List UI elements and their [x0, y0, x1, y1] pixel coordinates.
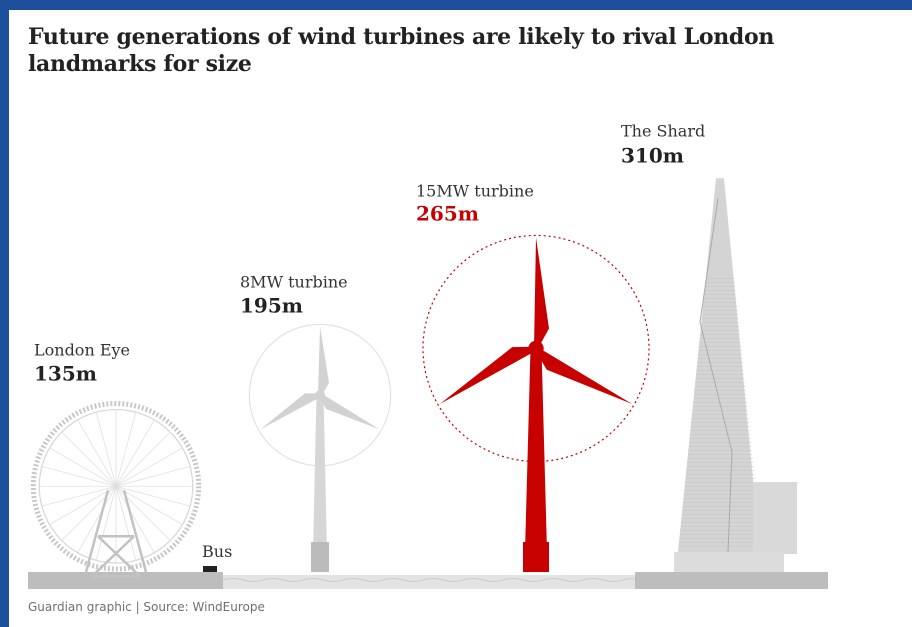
label-bus: Bus: [202, 542, 232, 561]
label-london-eye: London Eye: [34, 341, 130, 360]
height-comparison-chart: London Eye 135m 8MW turbine 195m 15MW tu…: [28, 121, 828, 589]
bus-marker: [203, 566, 217, 572]
shard-shape: [674, 178, 797, 572]
shard-floor-lines: [678, 277, 762, 547]
london-eye-legs: [84, 489, 148, 578]
london-eye-brace: [97, 535, 141, 578]
ground: [28, 572, 828, 589]
t8-blade: [318, 326, 329, 396]
london-eye-spoke: [61, 431, 117, 487]
turbine-15mw-tower: [525, 348, 547, 552]
label-the-shard: The Shard: [621, 121, 705, 140]
turbine-8mw-blades: [260, 326, 380, 430]
london-eye-spoke: [95, 486, 117, 561]
value-london-eye: 135m: [34, 362, 97, 386]
london-eye-rim: [30, 401, 202, 572]
water-ripples: [222, 578, 636, 582]
chart-title: Future generations of wind turbines are …: [28, 24, 775, 77]
t15-hub: [528, 340, 544, 357]
turbine-8mw-shape: [248, 323, 392, 572]
london-eye-leg: [84, 489, 110, 573]
shard-annex: [753, 482, 797, 554]
london-eye-spoke: [115, 447, 183, 487]
labels: London Eye 135m 8MW turbine 195m 15MW tu…: [34, 121, 705, 561]
london-eye-spoke: [115, 412, 137, 487]
t15-blade: [534, 237, 549, 349]
label-8mw-turbine: 8MW turbine: [240, 272, 348, 291]
ground-right: [635, 572, 828, 589]
london-eye-spoke: [115, 485, 191, 507]
label-15mw-turbine: 15MW turbine: [416, 181, 534, 200]
london-eye-spoke: [115, 431, 171, 487]
turbine-15mw-base: [523, 542, 549, 572]
turbine-15mw-shape: [422, 234, 650, 572]
shard-body: [678, 178, 760, 553]
t15-blade: [535, 346, 633, 404]
ground-left: [28, 572, 223, 589]
turbine-15mw-rotor-circle: [422, 234, 650, 463]
turbine-15mw-blades: [439, 237, 633, 404]
london-eye-spoke: [41, 485, 117, 507]
turbine-8mw-tower: [313, 395, 327, 552]
source-credit: Guardian graphic | Source: WindEurope: [28, 600, 265, 614]
value-8mw-turbine: 195m: [240, 293, 303, 317]
chart-frame: Future generations of wind turbines are …: [9, 10, 912, 627]
value-the-shard: 310m: [621, 143, 684, 167]
t8-hub: [315, 390, 325, 400]
value-15mw-turbine: 265m: [416, 201, 479, 225]
london-eye-spokes: [39, 409, 193, 563]
london-eye-spoke: [41, 466, 117, 487]
shard-podium: [674, 552, 784, 572]
london-eye-spoke: [77, 419, 117, 487]
t8-blade: [319, 393, 380, 430]
ground-water: [223, 575, 635, 589]
london-eye-spoke: [49, 485, 117, 525]
london-eye-leg: [122, 489, 148, 573]
london-eye-spoke: [77, 486, 117, 553]
london-eye-spoke: [115, 486, 137, 561]
london-eye-spoke: [115, 485, 183, 525]
london-eye-brace: [91, 535, 135, 578]
t15-blade: [439, 346, 537, 404]
london-eye-spoke: [95, 412, 117, 487]
london-eye-spoke: [115, 466, 191, 487]
turbine-8mw-base: [311, 542, 329, 572]
shard-edge: [699, 198, 733, 553]
t8-blade: [260, 393, 321, 430]
london-eye-spoke: [49, 447, 117, 487]
london-eye-spoke: [115, 419, 155, 487]
london-eye-shape: [30, 401, 202, 578]
london-eye-spoke: [115, 486, 155, 553]
